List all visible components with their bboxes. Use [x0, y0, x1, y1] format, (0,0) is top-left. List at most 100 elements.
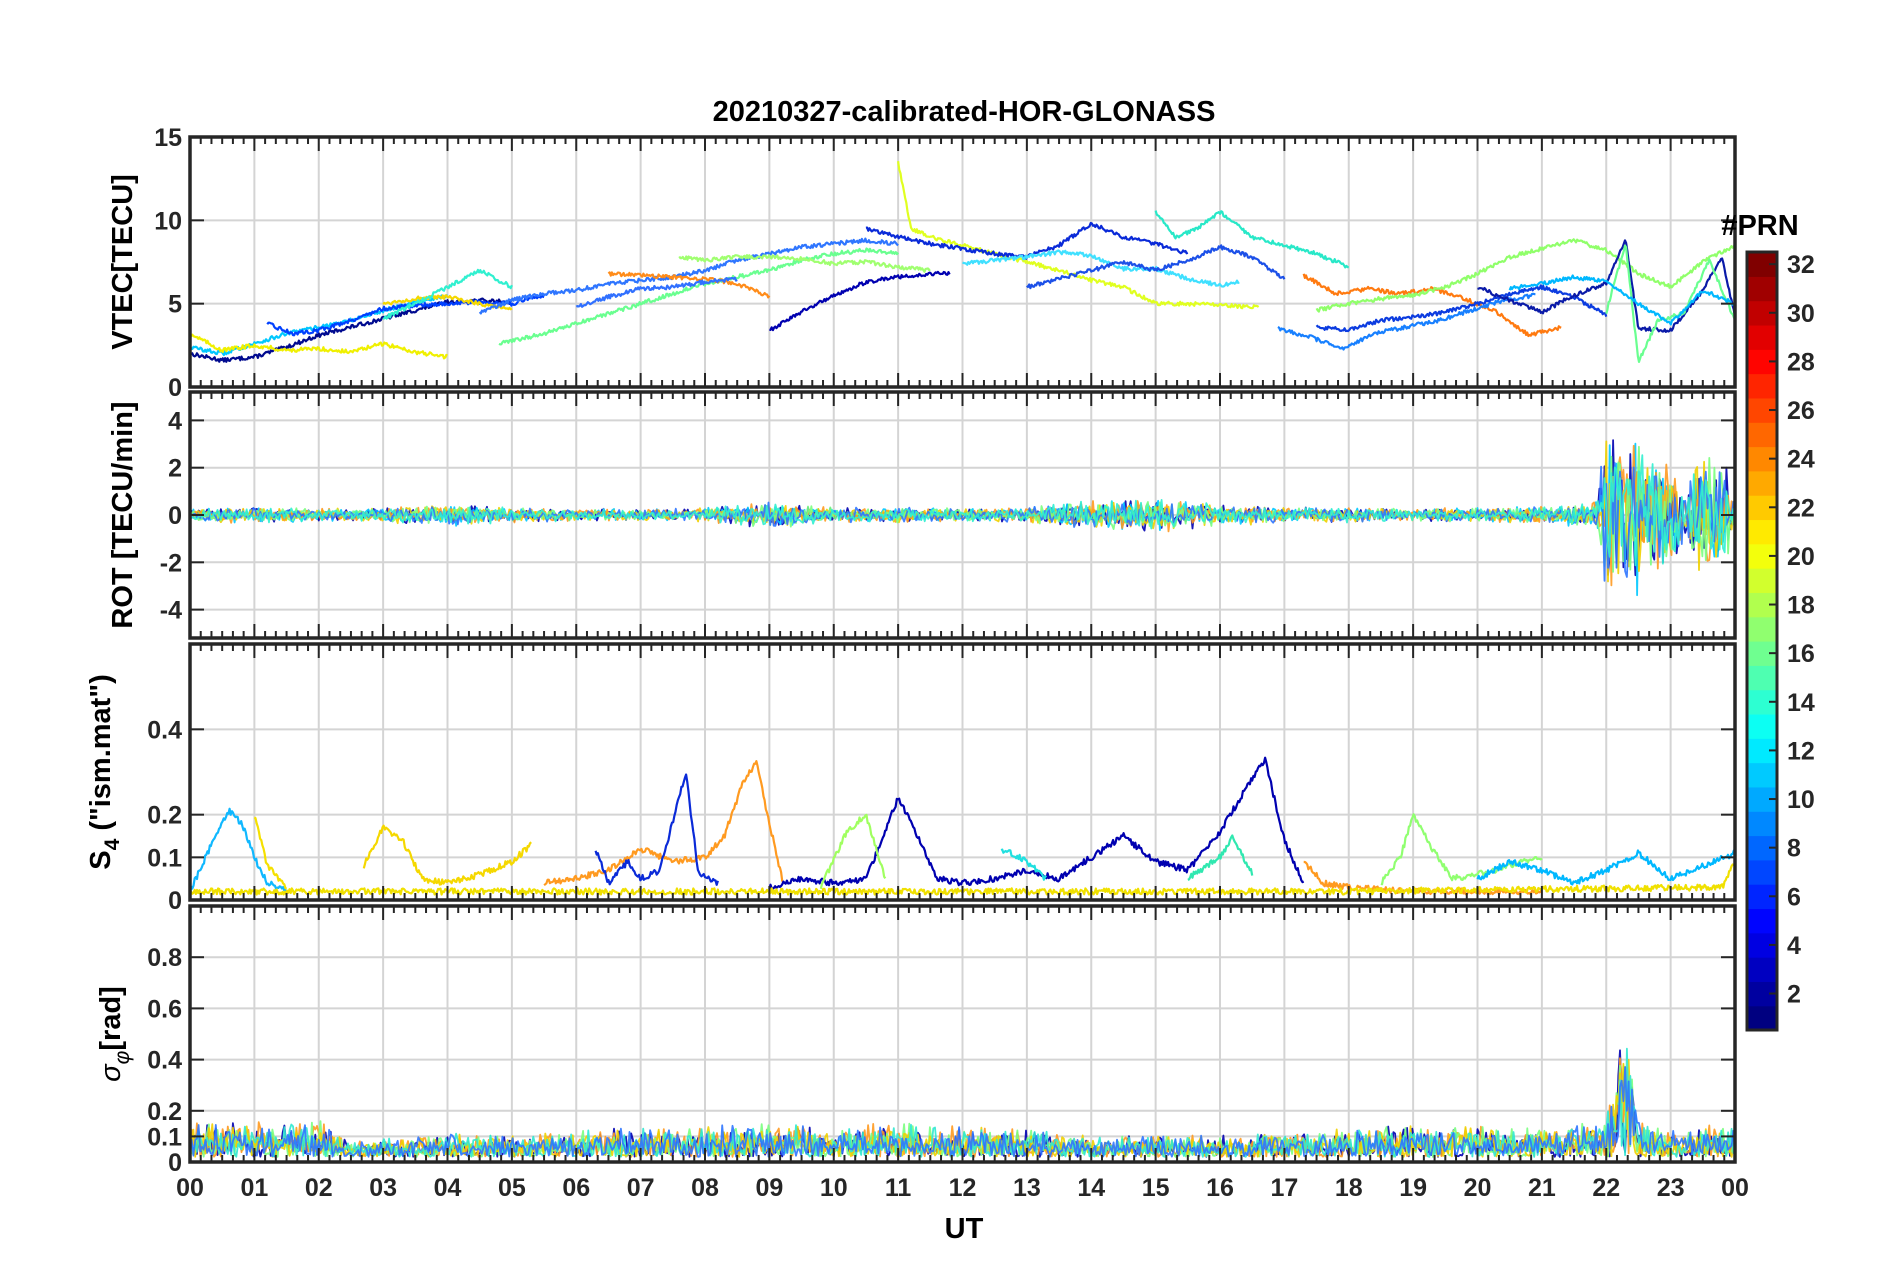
y-tick-label: 0.4	[147, 716, 182, 744]
x-tick-label: 21	[1528, 1174, 1556, 1202]
colorbar-tick-label: 22	[1787, 494, 1815, 522]
series-line	[1315, 284, 1608, 333]
colorbar-segment	[1747, 519, 1777, 545]
y-label-part: σ	[95, 1063, 127, 1082]
series-line	[190, 333, 448, 360]
y-tick-label: 5	[168, 291, 182, 319]
x-tick-label: 18	[1335, 1174, 1363, 1202]
x-tick-label: 02	[305, 1174, 333, 1202]
colorbar-tick-label: 8	[1787, 835, 1801, 863]
series-line	[594, 773, 719, 886]
series-line	[498, 247, 900, 346]
colorbar-segment	[1747, 276, 1777, 302]
chart-title: 20210327-calibrated-HOR-GLONASS	[713, 96, 1216, 128]
colorbar-segment	[1747, 422, 1777, 448]
colorbar-tick-label: 30	[1787, 300, 1815, 328]
y-tick-label: 0.2	[147, 802, 182, 830]
y-tick-label: 0.8	[147, 944, 182, 972]
series-line	[962, 249, 1240, 288]
x-tick-label: 14	[1077, 1174, 1105, 1202]
x-tick-label: 05	[498, 1174, 526, 1202]
x-tick-label: 13	[1013, 1174, 1041, 1202]
y-tick-label: 0	[168, 1149, 182, 1177]
x-tick-label: 04	[434, 1174, 462, 1202]
x-tick-label: 20	[1464, 1174, 1492, 1202]
y-label-sub: 4	[101, 838, 124, 850]
y-tick-label: -2	[160, 549, 182, 577]
colorbar-segment	[1747, 859, 1777, 885]
colorbar-tick-label: 4	[1787, 932, 1801, 960]
colorbar-tick-label: 24	[1787, 446, 1815, 474]
y-tick-label: 15	[154, 124, 182, 152]
series-line	[1026, 244, 1286, 290]
colorbar-segment	[1747, 324, 1777, 350]
series-line	[266, 294, 545, 337]
colorbar-segment	[1747, 811, 1777, 837]
x-axis-label: UT	[945, 1213, 984, 1245]
colorbar-tick-label: 16	[1787, 640, 1815, 668]
colorbar-tick-label: 2	[1787, 981, 1801, 1009]
series-line	[190, 462, 1735, 582]
panel-vtec: 0 5 10 15 VTEC[TECU]	[107, 124, 1737, 402]
series-line	[768, 756, 1305, 890]
series-group	[190, 439, 1735, 597]
series-line	[382, 268, 513, 320]
colorbar-tick-label: 20	[1787, 543, 1815, 571]
y-tick-label: 10	[154, 207, 182, 235]
y-tick-label: -4	[160, 597, 182, 625]
colorbar-segment	[1747, 568, 1777, 593]
y-label-part: S	[85, 850, 117, 869]
x-tick-label: 11	[885, 1174, 912, 1202]
y-tick-label: 0.6	[147, 995, 182, 1023]
y-tick-label: 2	[168, 455, 182, 483]
y-tick-label: 0	[168, 374, 182, 402]
x-tick-label: 19	[1399, 1174, 1427, 1202]
colorbar-tick-label: 18	[1787, 592, 1815, 620]
x-tick-label: 06	[562, 1174, 590, 1202]
colorbar-tick-label: 6	[1787, 883, 1801, 911]
y-tick-label: 0	[168, 502, 182, 530]
y-axis-label: ROT [TECU/min]	[107, 401, 139, 628]
series-group	[190, 161, 1735, 363]
series-line	[1605, 244, 1735, 363]
series-line	[478, 237, 899, 315]
series-line	[1187, 834, 1254, 881]
x-tick-label: 23	[1657, 1174, 1685, 1202]
y-label-part: ("ism.mat")	[85, 674, 117, 838]
series-line	[607, 271, 771, 299]
colorbar-tick-label: 12	[1787, 737, 1815, 765]
y-axis-label: σφ[rad]	[95, 986, 134, 1082]
colorbar-frame	[1745, 250, 1779, 1032]
colorbar-segment	[1747, 470, 1777, 496]
y-tick-label: 0	[168, 887, 182, 915]
y-tick-label: 0.1	[147, 1123, 182, 1151]
x-tick-label: 15	[1142, 1174, 1170, 1202]
x-tick-label: 17	[1270, 1174, 1298, 1202]
series-line	[1302, 273, 1562, 338]
y-label-part: [rad]	[95, 986, 127, 1050]
colorbar-segment	[1747, 665, 1777, 691]
series-line	[1477, 239, 1735, 333]
y-tick-label: 0.1	[147, 844, 182, 872]
x-tick-label: 03	[369, 1174, 397, 1202]
series-line	[1154, 210, 1349, 269]
colorbar-title: #PRN	[1721, 210, 1798, 242]
series-line	[1315, 238, 1735, 313]
x-tick-label: 09	[755, 1174, 783, 1202]
y-axis-label: S4 ("ism.mat")	[85, 674, 124, 870]
colorbar-segment	[1747, 373, 1777, 399]
colorbar-tick-label: 26	[1787, 397, 1815, 425]
x-tick-label: 01	[240, 1174, 268, 1202]
panel-rot: -4 -2 0 2 4 ROT [TECU/min]	[107, 390, 1737, 640]
colorbar-segment	[1747, 762, 1777, 788]
series-line	[769, 270, 951, 332]
x-tick-label: 22	[1592, 1174, 1620, 1202]
colorbar-segment	[1747, 908, 1777, 934]
colorbar-tick-label: 32	[1787, 251, 1815, 279]
colorbar-segment	[1747, 1005, 1777, 1031]
y-tick-label: 0.4	[147, 1047, 182, 1075]
series-line	[190, 1047, 1735, 1158]
x-tick-label: 10	[820, 1174, 848, 1202]
